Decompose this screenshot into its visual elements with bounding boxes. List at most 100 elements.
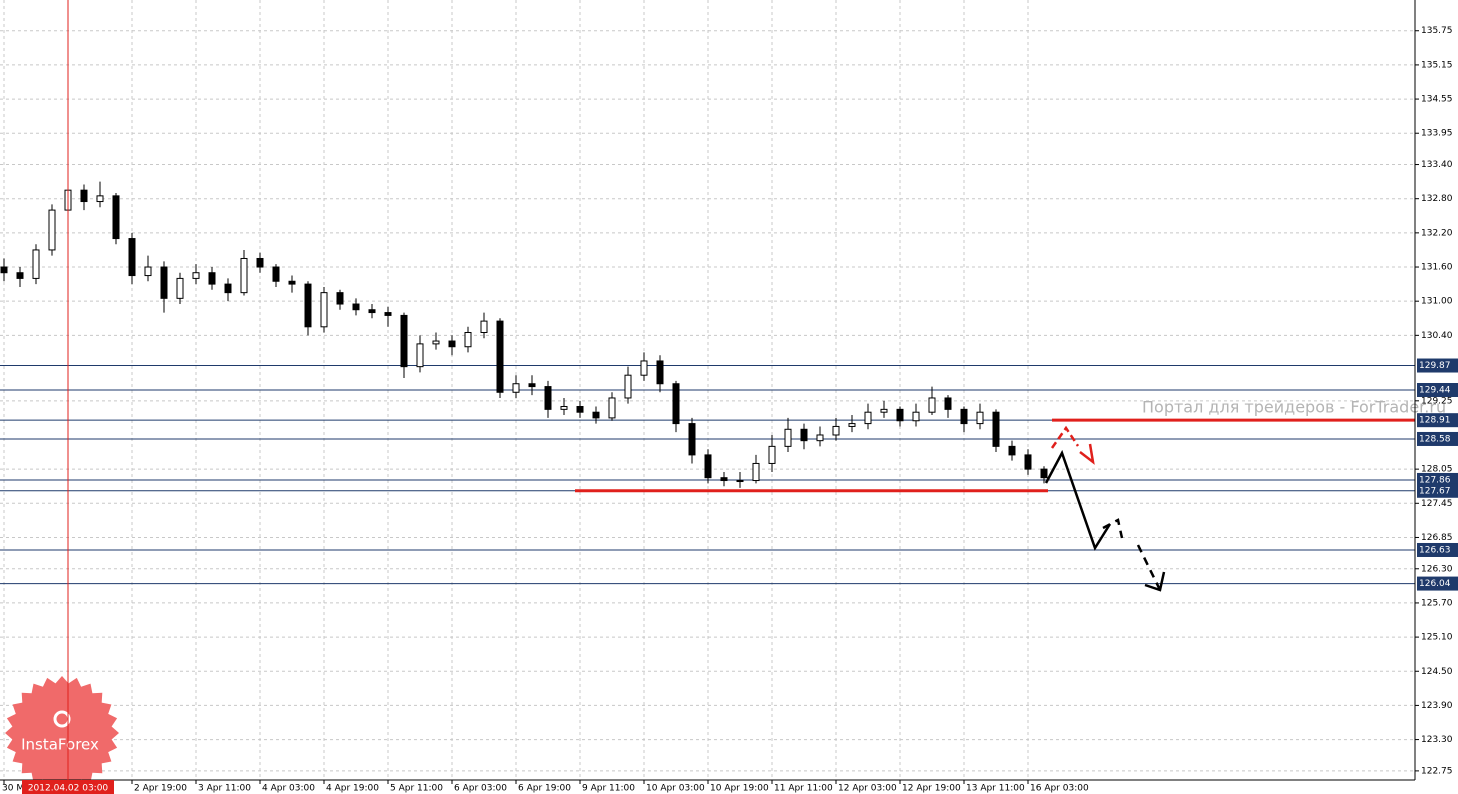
candle-body <box>480 320 488 333</box>
candle-body <box>784 428 792 447</box>
candle-body <box>448 340 456 348</box>
candle-body <box>704 454 712 479</box>
candle-body <box>592 411 600 419</box>
candle-body <box>752 462 760 482</box>
x-tick-label: 13 Apr 11:00 <box>966 784 1025 794</box>
logo-badge <box>5 676 119 790</box>
level-label: 128.58 <box>1419 434 1451 444</box>
candle-body <box>496 320 504 393</box>
y-tick-label: 132.80 <box>1421 194 1453 204</box>
level-label-box <box>1417 542 1458 557</box>
candle-body <box>576 406 584 413</box>
candle-body <box>960 408 968 425</box>
candle-body <box>832 425 840 436</box>
y-tick-label: 125.70 <box>1421 598 1453 608</box>
candle-body <box>944 397 952 410</box>
x-tick-label: 6 Apr 03:00 <box>454 784 507 794</box>
forecast-arrow <box>1044 449 1112 551</box>
candle-body <box>352 303 360 311</box>
candle-body <box>432 340 440 345</box>
level-label: 129.87 <box>1419 361 1451 371</box>
time-marker-box <box>22 780 114 794</box>
x-tick-label: 10 Apr 03:00 <box>646 784 705 794</box>
watermark: Портал для трейдеров - ForTrader.ru <box>1142 398 1446 417</box>
levels <box>0 365 1415 585</box>
candle-body <box>720 477 728 482</box>
x-tick-label: 2012.04.02 03:00 <box>28 784 109 794</box>
candle-body <box>224 283 232 294</box>
y-tick-label: 134.55 <box>1421 95 1453 105</box>
alt-forecast-arrowhead <box>1079 443 1095 465</box>
candle-body <box>144 266 152 277</box>
y-tick-label: 122.75 <box>1421 766 1453 776</box>
candle-body <box>864 411 872 425</box>
candles <box>0 178 1048 488</box>
y-tick-label: 131.60 <box>1421 263 1453 273</box>
level-label-box <box>1417 483 1458 498</box>
candle-body <box>400 314 408 368</box>
y-tick-label: 127.45 <box>1421 499 1453 509</box>
x-tick-label: 30 M <box>2 784 24 794</box>
candle-body <box>848 423 856 427</box>
candle-body <box>192 272 200 279</box>
y-tick-label: 129.25 <box>1421 396 1453 406</box>
candle-body <box>912 411 920 422</box>
candle-body <box>128 238 136 277</box>
forecast-arrowhead <box>1144 571 1166 592</box>
y-tick-label: 135.75 <box>1421 26 1453 36</box>
candle-body <box>528 383 536 388</box>
candle-body <box>544 386 552 410</box>
candle-body <box>160 266 168 299</box>
y-tick-label: 132.20 <box>1421 228 1453 238</box>
candle-body <box>816 434 824 442</box>
candle-body <box>976 411 984 425</box>
candle-body <box>176 277 184 299</box>
y-tick-label: 135.15 <box>1421 60 1453 70</box>
x-tick-label: 6 Apr 19:00 <box>518 784 571 794</box>
level-label-box <box>1417 358 1458 373</box>
level-label: 126.04 <box>1419 579 1451 589</box>
level-label-box <box>1417 383 1458 397</box>
candle-body <box>1008 445 1016 456</box>
candle-body <box>48 209 56 251</box>
candle-body <box>96 195 104 203</box>
x-tick-label: 2 Apr 19:00 <box>134 784 187 794</box>
y-tick-label: 133.40 <box>1421 160 1453 170</box>
candle-body <box>384 312 392 316</box>
candle-body <box>800 428 808 442</box>
candle-body <box>512 383 520 393</box>
level-label: 126.63 <box>1419 545 1451 555</box>
candle-body <box>208 272 216 285</box>
y-tick-label: 126.85 <box>1421 533 1453 543</box>
candle-body <box>560 406 568 410</box>
x-tick-label: 9 Apr 11:00 <box>582 784 635 794</box>
x-tick-label: 4 Apr 03:00 <box>262 784 315 794</box>
y-tick-label: 123.90 <box>1421 701 1453 711</box>
x-tick-label: 5 Apr 11:00 <box>390 784 443 794</box>
candle-body <box>896 408 904 422</box>
y-tick-label: 126.30 <box>1421 564 1453 574</box>
x-tick-label: 3 Apr 11:00 <box>198 784 251 794</box>
candle-body <box>32 249 40 279</box>
candle-body <box>928 397 936 413</box>
level-label-box <box>1417 413 1458 428</box>
candle-body <box>656 360 664 385</box>
x-tick-label: 12 Apr 03:00 <box>838 784 897 794</box>
x-tick-label: 12 Apr 19:00 <box>902 784 961 794</box>
y-tick-label: 123.30 <box>1421 735 1453 745</box>
candle-body <box>336 292 344 305</box>
candle-body <box>256 257 264 268</box>
level-label: 128.91 <box>1419 416 1451 426</box>
candle-body <box>688 423 696 456</box>
candle-body <box>640 360 648 376</box>
candle-body <box>1024 454 1032 470</box>
y-tick-label: 124.50 <box>1421 667 1453 677</box>
level-label-box <box>1417 431 1458 446</box>
candle-body <box>240 257 248 294</box>
candle-body <box>16 272 24 279</box>
level-label-box <box>1417 576 1458 591</box>
candle-body <box>672 383 680 425</box>
